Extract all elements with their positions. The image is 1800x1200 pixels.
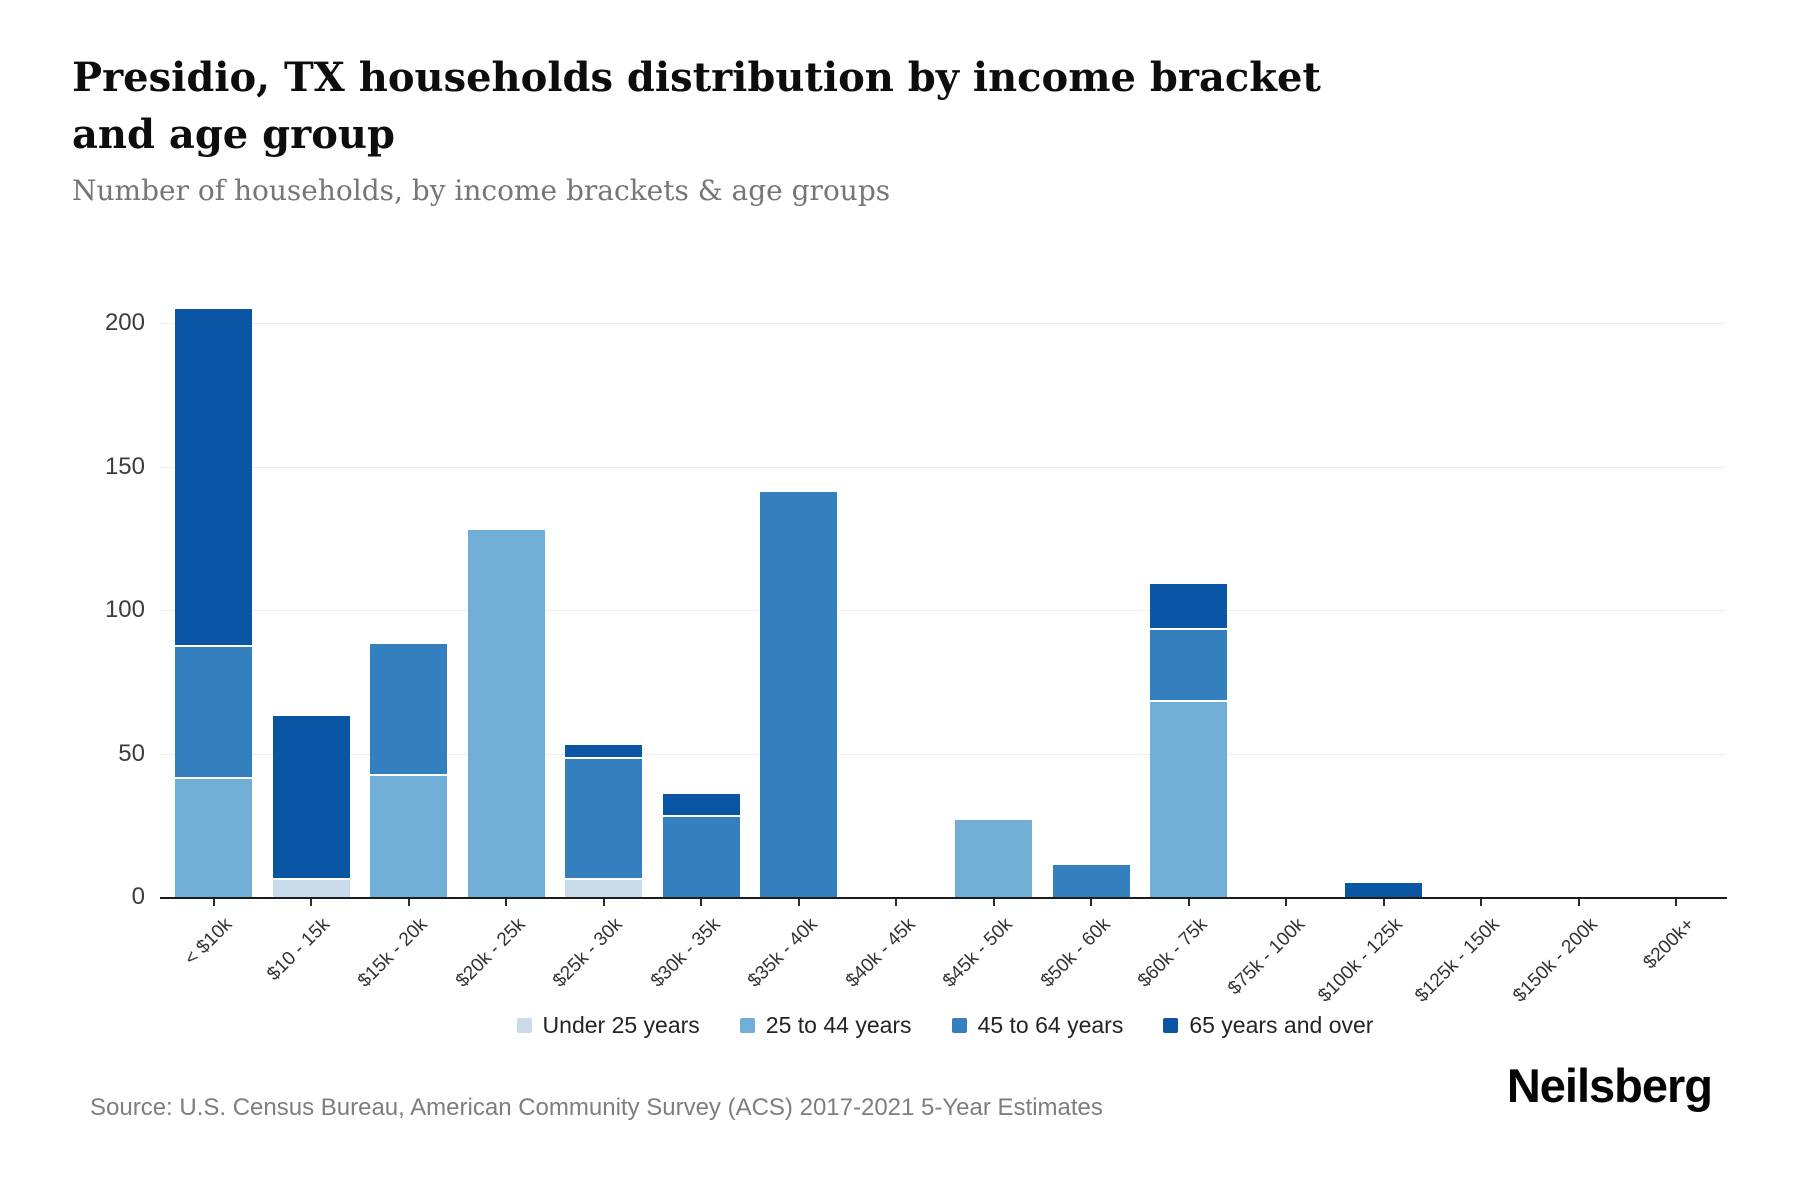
bar-segment bbox=[662, 793, 740, 817]
x-axis-tick bbox=[1285, 899, 1288, 906]
bar-segment bbox=[467, 529, 545, 897]
chart-title: Presidio, TX households distribution by … bbox=[72, 54, 1321, 158]
legend-label: 65 years and over bbox=[1189, 1012, 1374, 1038]
legend-swatch bbox=[951, 1018, 967, 1033]
legend-item: 25 to 44 years bbox=[739, 1012, 912, 1039]
x-axis-tick bbox=[1577, 899, 1580, 906]
x-axis-label: $35k - 40k bbox=[744, 914, 822, 992]
y-axis-label: 100 bbox=[104, 596, 145, 623]
chart-subtitle: Number of households, by income brackets… bbox=[72, 174, 891, 207]
legend-swatch bbox=[516, 1018, 532, 1033]
bar-segment bbox=[1150, 584, 1228, 631]
x-axis-tick bbox=[895, 899, 898, 906]
x-axis-label: < $10k bbox=[181, 914, 237, 970]
legend-swatch bbox=[739, 1018, 755, 1033]
x-axis-label: $50k - 60k bbox=[1036, 914, 1115, 992]
bar-segment bbox=[370, 776, 448, 897]
x-axis-label: $30k - 35k bbox=[646, 914, 725, 992]
gridline-100 bbox=[160, 610, 1725, 611]
bar-segment bbox=[760, 492, 838, 897]
x-axis-tick bbox=[1480, 899, 1483, 906]
legend-swatch bbox=[1163, 1018, 1179, 1033]
bar-segment bbox=[662, 816, 740, 897]
x-axis-tick bbox=[992, 899, 995, 906]
x-axis-label: $100k - 125k bbox=[1314, 914, 1407, 1007]
x-axis-label: $200k+ bbox=[1639, 914, 1700, 974]
legend-item: 45 to 64 years bbox=[951, 1012, 1124, 1039]
x-axis-line bbox=[160, 897, 1727, 899]
brand-logo: Neilsberg bbox=[1506, 1059, 1713, 1112]
x-axis-tick bbox=[1090, 899, 1093, 906]
legend-label: 25 to 44 years bbox=[765, 1012, 912, 1038]
x-axis-label: $20k - 25k bbox=[451, 914, 530, 992]
x-axis-tick bbox=[505, 899, 508, 906]
y-axis-label: 0 bbox=[131, 883, 145, 910]
x-axis-label: $60k - 75k bbox=[1134, 914, 1212, 992]
bar-segment bbox=[272, 716, 350, 880]
bar-segment bbox=[1052, 865, 1130, 897]
gridline-50 bbox=[160, 753, 1725, 755]
bar-segment bbox=[175, 308, 253, 648]
source-attribution: Source: U.S. Census Bureau, American Com… bbox=[90, 1094, 1103, 1121]
x-axis-tick bbox=[310, 899, 313, 906]
legend: Under 25 years 25 to 44 years 45 to 64 yea… bbox=[165, 1012, 1725, 1039]
legend-item: 65 years and over bbox=[1163, 1012, 1373, 1039]
x-axis-tick bbox=[1675, 899, 1678, 906]
bar-segment bbox=[565, 744, 643, 760]
gridline-200 bbox=[160, 323, 1725, 324]
legend-label: 45 to 64 years bbox=[977, 1012, 1124, 1038]
x-axis-tick bbox=[212, 899, 215, 906]
x-axis-label: $25k - 30k bbox=[549, 914, 627, 992]
legend-label: Under 25 years bbox=[542, 1012, 700, 1038]
x-axis-label: $125k - 150k bbox=[1411, 914, 1505, 1007]
bar-segment bbox=[565, 879, 643, 897]
x-axis-label: $40k - 45k bbox=[841, 914, 920, 992]
x-axis-tick bbox=[797, 899, 800, 906]
gridline-150 bbox=[160, 466, 1725, 468]
bar-segment bbox=[565, 759, 643, 880]
bar-segment bbox=[1150, 701, 1228, 897]
x-axis-label: $10 - 15k bbox=[263, 914, 335, 985]
y-axis-label: 50 bbox=[118, 739, 145, 767]
bar-segment bbox=[175, 779, 253, 897]
bar-segment bbox=[272, 879, 350, 897]
bar-segment bbox=[175, 647, 253, 780]
x-axis-label: $150k - 200k bbox=[1509, 914, 1602, 1007]
x-axis-tick bbox=[407, 899, 410, 906]
x-axis-tick bbox=[1382, 899, 1385, 906]
y-axis-label: 150 bbox=[104, 452, 145, 480]
y-axis-label: 200 bbox=[104, 309, 145, 336]
x-axis-label: $15k - 20k bbox=[354, 914, 432, 992]
x-axis-label: $75k - 100k bbox=[1224, 914, 1310, 1000]
bar-segment bbox=[955, 819, 1033, 897]
x-axis-tick bbox=[602, 899, 605, 906]
bar-segment bbox=[1150, 630, 1228, 702]
legend-item: Under 25 years bbox=[516, 1012, 700, 1039]
x-axis-tick bbox=[1187, 899, 1190, 906]
x-axis-label: $45k - 50k bbox=[939, 914, 1017, 992]
x-axis-tick bbox=[700, 899, 703, 906]
bar-segment bbox=[1345, 882, 1423, 897]
bar-segment bbox=[370, 644, 448, 777]
